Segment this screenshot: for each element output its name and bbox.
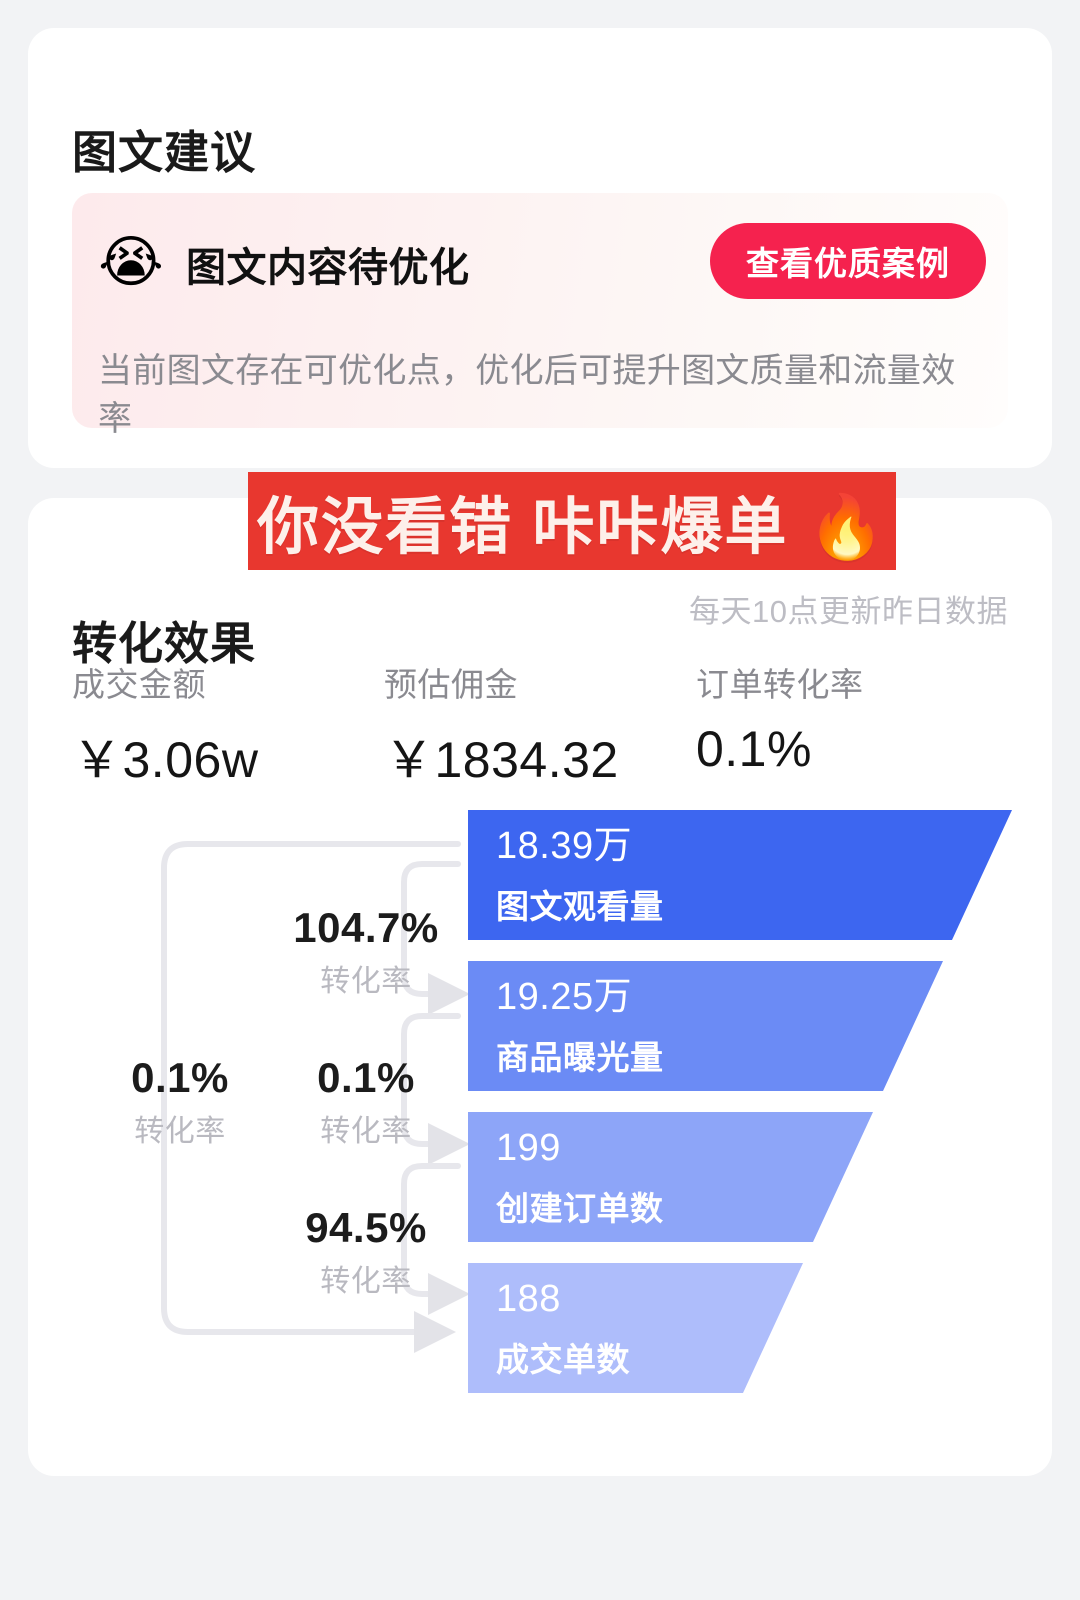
funnel-bar-value: 19.25万 [496, 976, 633, 1018]
alert-description: 当前图文存在可优化点，优化后可提升图文质量和流量效率 [98, 352, 956, 439]
funnel-bar-name: 图文观看量 [496, 887, 664, 925]
metric-value: ￥3.06w [72, 732, 259, 788]
funnel-bar-name: 商品曝光量 [496, 1038, 664, 1076]
conversion-rate-step-3: 94.5% 转化率 [266, 1204, 466, 1300]
conversion-rate-value: 0.1% [131, 1054, 229, 1101]
funnel-bar-label-1: 18.39万 图文观看量 [496, 825, 664, 928]
funnel-bar-label-2: 19.25万 商品曝光量 [496, 976, 664, 1079]
conversion-rate-label: 转化率 [320, 1265, 412, 1299]
view-quality-cases-button[interactable]: 查看优质案例 [710, 223, 986, 299]
update-schedule-note: 每天10点更新昨日数据 [689, 594, 1008, 629]
metric-label: 成交金额 [72, 666, 206, 703]
conversion-funnel-chart: 18.39万 图文观看量 19.25万 商品曝光量 199 创建订单数 188 … [28, 798, 1052, 1418]
alert-header-row: 😭 图文内容待优化 查看优质案例 [98, 223, 986, 301]
funnel-bar-4 [468, 1263, 803, 1393]
metric-gmv: 成交金额 ￥3.06w [72, 658, 384, 792]
conversion-effect-card: 转化效果 每天10点更新昨日数据 成交金额 ￥3.06w 预估佣金 ￥1834.… [28, 498, 1052, 1476]
promo-banner-overlay: 你没看错 咔咔爆单 🔥 [248, 472, 896, 570]
conversion-rate-value: 94.5% [305, 1204, 427, 1251]
connector-step-1 [401, 861, 470, 1015]
funnel-bar-2 [468, 961, 943, 1091]
metric-order-conversion-rate: 订单转化率 0.1% [696, 658, 1008, 792]
funnel-graphics [161, 810, 1012, 1393]
metric-label: 订单转化率 [695, 666, 864, 703]
metric-value: ￥1834.32 [383, 732, 619, 788]
metric-value: 0.1% [695, 721, 812, 777]
conversion-rate-value: 0.1% [317, 1054, 415, 1101]
funnel-bar-value: 18.39万 [496, 825, 633, 867]
funnel-bar-value: 199 [496, 1127, 561, 1169]
conversion-rate-value: 104.7% [293, 904, 439, 951]
image-text-suggestion-card: 图文建议 😭 图文内容待优化 查看优质案例 当前图文存在可优化点，优化后可提升图… [28, 28, 1052, 468]
funnel-bar-label-3: 199 创建订单数 [496, 1127, 664, 1230]
connector-step-2 [401, 1013, 470, 1165]
promo-banner-text: 你没看错 咔咔爆单 🔥 [257, 493, 887, 562]
metric-estimated-commission: 预估佣金 ￥1834.32 [384, 658, 696, 792]
page-title: 图文建议 [72, 127, 257, 179]
funnel-bar-3 [468, 1112, 873, 1242]
funnel-bar-1 [468, 810, 1012, 940]
conversion-rate-step-1: 104.7% 转化率 [266, 904, 466, 1000]
conversion-rate-label: 转化率 [134, 1115, 226, 1149]
loudly-crying-face-icon: 😭 [98, 230, 164, 293]
conversion-section-title: 转化效果 [72, 618, 257, 670]
funnel-bars [468, 810, 1012, 1393]
funnel-bar-name: 成交单数 [496, 1340, 630, 1378]
connector-step-3 [401, 1163, 470, 1315]
funnel-bar-name: 创建订单数 [496, 1189, 664, 1227]
optimization-alert-box: 😭 图文内容待优化 查看优质案例 当前图文存在可优化点，优化后可提升图文质量和流… [72, 193, 1008, 438]
connector-overall [161, 841, 461, 1353]
alert-headline: 图文内容待优化 [186, 246, 470, 290]
metric-label: 预估佣金 [383, 666, 518, 703]
conversion-rate-label: 转化率 [320, 965, 412, 999]
conversion-rate-overall: 0.1% 转化率 [90, 1054, 270, 1150]
metrics-row: 成交金额 ￥3.06w 预估佣金 ￥1834.32 订单转化率 0.1% [72, 658, 1008, 792]
funnel-bar-label-4: 188 成交单数 [496, 1278, 630, 1381]
conversion-rate-step-2: 0.1% 转化率 [276, 1054, 456, 1150]
conversion-rate-label: 转化率 [320, 1115, 412, 1149]
funnel-bar-value: 188 [496, 1278, 561, 1320]
